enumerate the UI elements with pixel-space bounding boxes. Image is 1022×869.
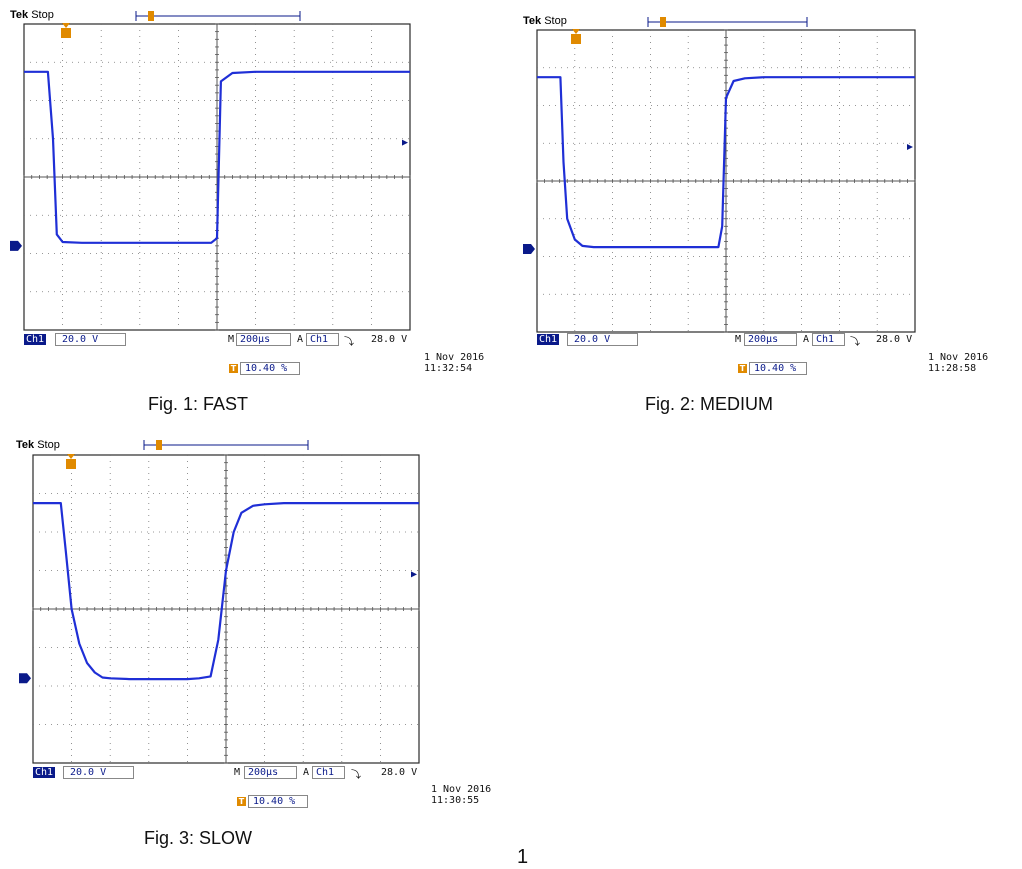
trigger-marker-icon (61, 28, 71, 38)
signal-trace (33, 502, 419, 681)
trigger-position: 10.40 % (240, 362, 300, 375)
figure-caption: Fig. 3: SLOW (144, 828, 253, 848)
channel-label: Ch1 (24, 334, 47, 345)
scope-fig3: Tek Stop Ch1 20.0 V M 200µs A Ch1 ⤵ 28.0… (16, 439, 491, 848)
date-stamp: 1 Nov 2016 11:32:54 (424, 352, 484, 374)
state-label: Stop (544, 15, 567, 27)
brand-label: Tek (523, 15, 542, 27)
trig-level: 28.0 V (876, 334, 913, 345)
figure-caption: Fig. 1: FAST (148, 394, 249, 414)
scope-plot (10, 11, 411, 331)
trigger-arrow-icon (62, 23, 70, 28)
trig-level: 28.0 V (381, 767, 418, 778)
trig-label: A (297, 334, 304, 345)
signal-trace (24, 70, 410, 244)
volts-div: 20.0 V (55, 333, 126, 346)
brand-label: Tek (16, 439, 35, 451)
trigger-position: 10.40 % (749, 362, 807, 375)
trigger-pos-icon: T (738, 364, 747, 373)
date-text: 1 Nov 2016 (431, 784, 492, 795)
scope-header: Tek Stop (523, 15, 567, 27)
trig-channel: Ch1 (306, 333, 339, 346)
scope-plot (523, 17, 916, 333)
time-text: 11:28:58 (928, 363, 977, 374)
figure-caption: Fig. 2: MEDIUM (645, 394, 774, 414)
trigger-arrow-icon (67, 454, 75, 459)
scope-fig2: Tek Stop Ch1 20.0 V M 200µs A Ch1 ⤵ 28.0… (0, 0, 1022, 420)
trigger-level-icon (907, 144, 913, 151)
date-text: 1 Nov 2016 (928, 352, 989, 363)
m-label: M (234, 767, 241, 778)
signal-trace (537, 76, 915, 249)
trigger-pos-icon: T (229, 364, 238, 373)
trigger-position: 10.40 % (248, 795, 308, 808)
scope-header: Tek Stop (10, 9, 54, 21)
volts-div: 20.0 V (63, 766, 134, 779)
trigger-level-icon (411, 571, 417, 578)
ground-marker-icon (19, 673, 31, 684)
record-position-icon (156, 440, 162, 450)
time-text: 11:30:55 (431, 795, 480, 806)
trig-channel: Ch1 (312, 766, 345, 779)
trig-label: A (303, 767, 310, 778)
brand-label: Tek (10, 9, 29, 21)
m-label: M (228, 334, 235, 345)
trig-slope: ⤵ (351, 770, 361, 781)
m-label: M (735, 334, 742, 345)
record-position-icon (148, 11, 154, 21)
time-div: 200µs (236, 333, 291, 346)
date-text: 1 Nov 2016 (424, 352, 485, 363)
page-number: 1 (517, 846, 529, 868)
state-label: Stop (31, 9, 54, 21)
time-text: 11:32:54 (424, 363, 473, 374)
trigger-marker-icon (571, 34, 581, 44)
trigger-marker-icon (66, 459, 76, 469)
scope-fig1: Tek Stop Ch1 20.0 V M 200µs A Ch1 ⤵ 28.0… (0, 0, 500, 420)
trig-channel: Ch1 (812, 333, 845, 346)
ground-marker-icon (10, 240, 22, 251)
date-stamp: 1 Nov 2016 11:28:58 (928, 352, 988, 374)
trig-slope: ⤵ (850, 337, 860, 348)
trigger-level-icon (402, 139, 408, 146)
volts-div: 20.0 V (567, 333, 638, 346)
trig-level: 28.0 V (371, 334, 408, 345)
scope-plot (19, 440, 420, 764)
trig-label: A (803, 334, 810, 345)
channel-label: Ch1 (537, 334, 560, 345)
channel-label: Ch1 (33, 767, 56, 778)
trigger-arrow-icon (572, 29, 580, 34)
ground-marker-icon (523, 243, 535, 254)
trig-slope: ⤵ (344, 337, 354, 348)
time-div: 200µs (744, 333, 797, 346)
trigger-pos-icon: T (237, 797, 246, 806)
time-div: 200µs (244, 766, 297, 779)
date-stamp: 1 Nov 2016 11:30:55 (431, 784, 491, 806)
state-label: Stop (37, 439, 60, 451)
record-position-icon (660, 17, 666, 27)
scope-header: Tek Stop (16, 439, 60, 451)
